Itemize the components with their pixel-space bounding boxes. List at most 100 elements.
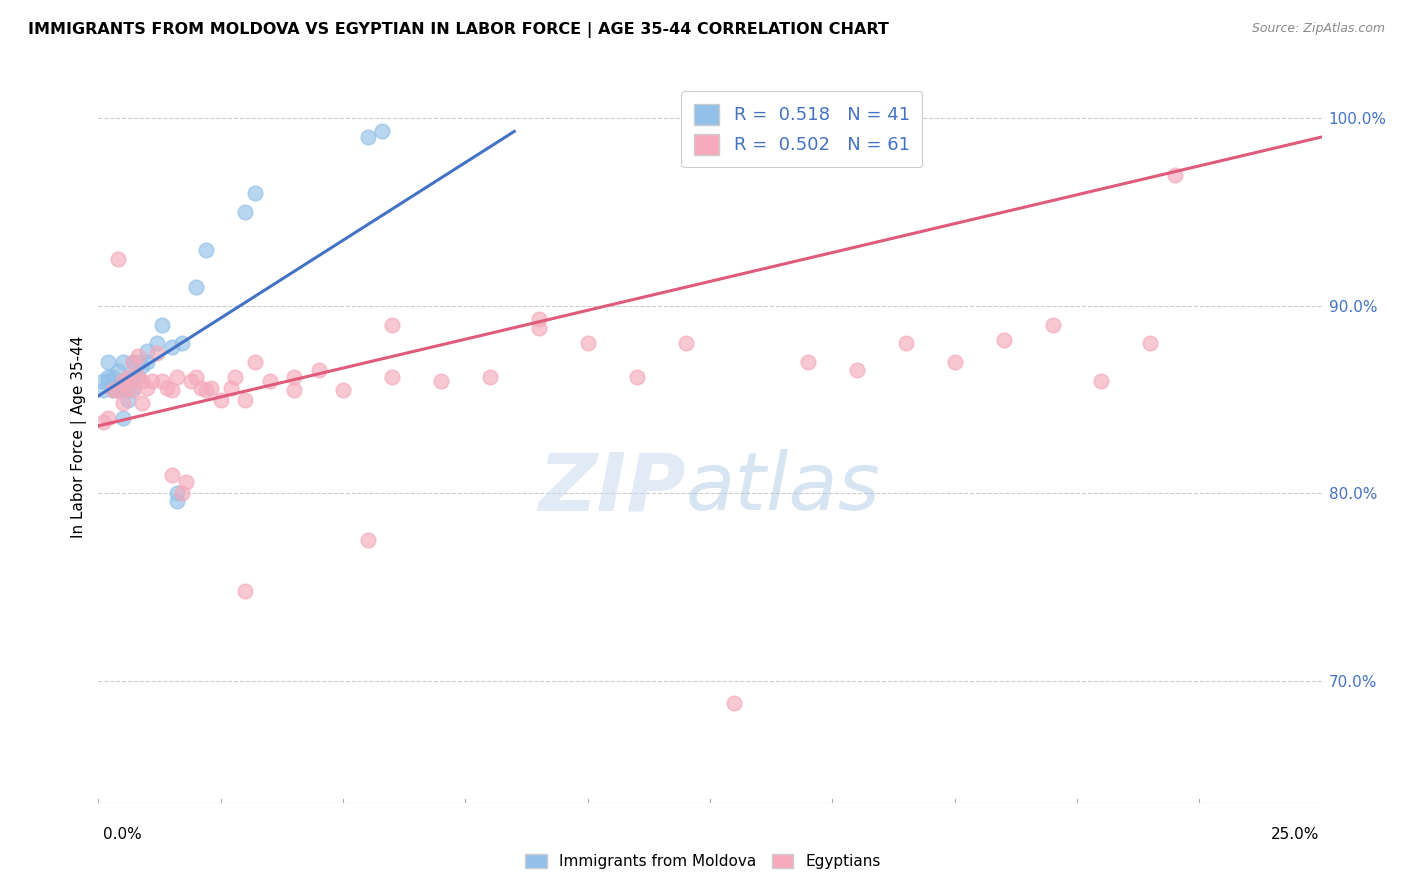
Point [845, 362, 868, 376]
Point [224, 370, 246, 384]
Text: 25.0%: 25.0% [1271, 827, 1319, 841]
Point [576, 336, 599, 351]
Point [233, 392, 256, 407]
Y-axis label: In Labor Force | Age 35-44: In Labor Force | Age 35-44 [72, 336, 87, 538]
Point [91, 374, 114, 388]
Point [160, 467, 183, 482]
Point [233, 205, 256, 219]
Point [127, 370, 149, 384]
Point [101, 377, 124, 392]
Point [131, 359, 153, 373]
Point [156, 381, 179, 395]
Point [195, 243, 218, 257]
Point [332, 383, 354, 397]
Point [195, 383, 218, 397]
Point [259, 374, 281, 388]
Point [136, 355, 159, 369]
Point [527, 312, 550, 326]
Point [111, 355, 134, 369]
Point [127, 355, 149, 369]
Point [107, 252, 129, 266]
Point [176, 475, 198, 489]
Point [1042, 318, 1064, 332]
Point [381, 370, 404, 384]
Point [1139, 336, 1161, 351]
Point [127, 370, 149, 384]
Point [894, 336, 917, 351]
Point [243, 355, 266, 369]
Point [219, 381, 242, 395]
Point [1164, 168, 1187, 182]
Point [117, 370, 139, 384]
Point [381, 318, 404, 332]
Point [527, 321, 550, 335]
Point [117, 392, 139, 407]
Point [136, 381, 159, 395]
Point [190, 381, 212, 395]
Point [675, 336, 697, 351]
Point [283, 383, 305, 397]
Point [308, 362, 330, 376]
Point [283, 370, 305, 384]
Point [943, 355, 966, 369]
Point [209, 392, 232, 407]
Point [117, 370, 139, 384]
Point [150, 318, 173, 332]
Point [430, 374, 453, 388]
Point [371, 124, 394, 138]
Point [723, 697, 745, 711]
Point [131, 374, 153, 388]
Text: Source: ZipAtlas.com: Source: ZipAtlas.com [1251, 22, 1385, 36]
Point [101, 383, 124, 397]
Point [243, 186, 266, 201]
Point [356, 130, 378, 145]
Point [356, 533, 378, 548]
Point [127, 350, 149, 364]
Point [97, 374, 120, 388]
Point [146, 345, 169, 359]
Point [146, 336, 169, 351]
Point [111, 411, 134, 425]
Text: IMMIGRANTS FROM MOLDOVA VS EGYPTIAN IN LABOR FORCE | AGE 35-44 CORRELATION CHART: IMMIGRANTS FROM MOLDOVA VS EGYPTIAN IN L… [28, 22, 889, 38]
Point [107, 383, 129, 397]
Point [150, 374, 173, 388]
Point [101, 370, 124, 384]
Point [91, 415, 114, 429]
Point [101, 383, 124, 397]
Point [111, 377, 134, 392]
Point [111, 374, 134, 388]
Point [478, 370, 501, 384]
Point [121, 383, 143, 397]
Point [626, 370, 648, 384]
Point [141, 374, 163, 388]
Point [170, 336, 193, 351]
Point [117, 383, 139, 397]
Point [186, 370, 208, 384]
Point [97, 411, 120, 425]
Point [131, 396, 153, 410]
Point [111, 381, 134, 395]
Point [97, 370, 120, 384]
Point [121, 370, 143, 384]
Legend: Immigrants from Moldova, Egyptians: Immigrants from Moldova, Egyptians [519, 848, 887, 875]
Text: 0.0%: 0.0% [103, 827, 142, 841]
Point [200, 381, 222, 395]
Point [993, 333, 1015, 347]
Point [1090, 374, 1112, 388]
Point [121, 381, 143, 395]
Point [180, 374, 202, 388]
Point [107, 377, 129, 392]
Point [121, 355, 143, 369]
Point [166, 486, 188, 500]
Legend: R =  0.518   N = 41, R =  0.502   N = 61: R = 0.518 N = 41, R = 0.502 N = 61 [682, 91, 922, 168]
Point [91, 383, 114, 397]
Point [797, 355, 820, 369]
Point [186, 280, 208, 294]
Point [107, 364, 129, 378]
Point [117, 381, 139, 395]
Point [111, 396, 134, 410]
Point [111, 374, 134, 388]
Point [97, 355, 120, 369]
Point [170, 486, 193, 500]
Point [160, 340, 183, 354]
